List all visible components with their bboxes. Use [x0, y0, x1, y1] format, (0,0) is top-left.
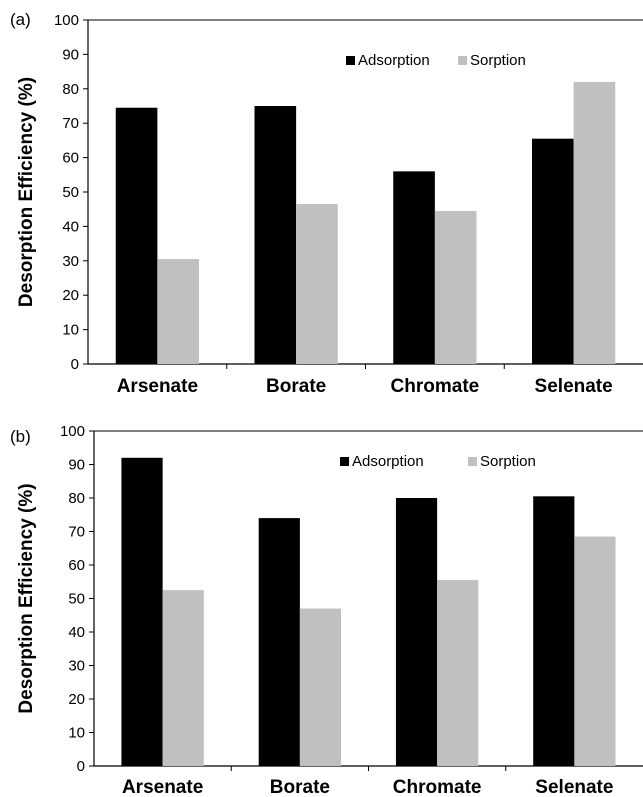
x-tick-label: Selenate [535, 376, 613, 397]
legend-swatch-adsorption [346, 56, 355, 65]
bar-adsorption-borate [254, 106, 297, 364]
bar-adsorption-borate [258, 518, 300, 766]
legend-label-sorption: Sorption [470, 52, 526, 69]
y-tick-label: 0 [71, 356, 79, 373]
x-tick-label: Chromate [393, 777, 482, 797]
chart-panel-b: (b) 0 10 20 30 40 50 60 70 80 90 100 Desorption Effi… [10, 423, 643, 797]
y-tick-label: 30 [68, 658, 85, 675]
y-tick-label: 40 [68, 624, 85, 641]
bar-sorption-selenate [574, 536, 616, 766]
y-tick-label: 100 [54, 12, 79, 29]
x-tick-label: Arsenate [122, 777, 203, 797]
panel-label: (a) [10, 10, 31, 29]
y-tick-label: 90 [62, 46, 79, 63]
bar-sorption-arsenate [162, 590, 204, 766]
y-tick-label: 20 [62, 287, 79, 304]
panel-label: (b) [10, 427, 31, 446]
legend: Adsorption Sorption [346, 52, 526, 69]
legend-label-sorption: Sorption [480, 453, 536, 470]
legend-swatch-sorption [458, 56, 467, 65]
y-tick-label: 90 [68, 457, 85, 474]
bar-adsorption-selenate [533, 496, 575, 766]
legend-swatch-sorption [468, 457, 477, 466]
bar-sorption-chromate [437, 580, 479, 766]
y-tick-label: 80 [68, 490, 85, 507]
y-tick-label: 50 [62, 184, 79, 201]
legend-swatch-adsorption [340, 457, 349, 466]
legend-label-adsorption: Adsorption [358, 52, 430, 69]
y-tick-label: 50 [68, 591, 85, 608]
chart-panel-a: (a) 0 10 20 30 40 50 60 70 80 90 100 Desorption Effi… [10, 10, 643, 397]
bar-adsorption-selenate [532, 138, 574, 364]
bar-adsorption-arsenate [121, 457, 163, 766]
y-tick-label: 0 [77, 758, 85, 775]
y-tick-label: 80 [62, 81, 79, 98]
y-tick-label: 60 [62, 150, 79, 167]
bar-adsorption-chromate [393, 171, 435, 364]
x-tick-label: Chromate [391, 376, 480, 397]
x-tick-label: Borate [270, 777, 330, 797]
y-tick-label: 60 [68, 557, 85, 574]
x-tick-label: Borate [266, 376, 326, 397]
bar-sorption-borate [299, 608, 342, 766]
bar-sorption-arsenate [157, 259, 199, 364]
bar-adsorption-arsenate [115, 107, 158, 364]
legend-label-adsorption: Adsorption [352, 453, 424, 470]
bar-sorption-chromate [434, 210, 477, 364]
y-tick-label: 100 [60, 423, 85, 440]
legend: Adsorption Sorption [340, 453, 536, 470]
x-tick-label: Arsenate [117, 376, 198, 397]
bar-adsorption-chromate [395, 498, 438, 766]
y-tick-label: 30 [62, 253, 79, 270]
y-tick-label: 70 [68, 524, 85, 541]
y-axis-title: Desorption Efficiency (%) [16, 483, 37, 713]
y-tick-label: 10 [68, 725, 85, 742]
bar-sorption-borate [296, 204, 338, 364]
y-axis-title: Desorption Efficiency (%) [16, 77, 37, 307]
y-tick-label: 20 [68, 691, 85, 708]
y-tick-label: 70 [62, 115, 79, 132]
x-tick-label: Selenate [535, 777, 613, 797]
y-tick-label: 40 [62, 218, 79, 235]
bar-sorption-selenate [573, 81, 616, 365]
y-tick-label: 10 [62, 322, 79, 339]
